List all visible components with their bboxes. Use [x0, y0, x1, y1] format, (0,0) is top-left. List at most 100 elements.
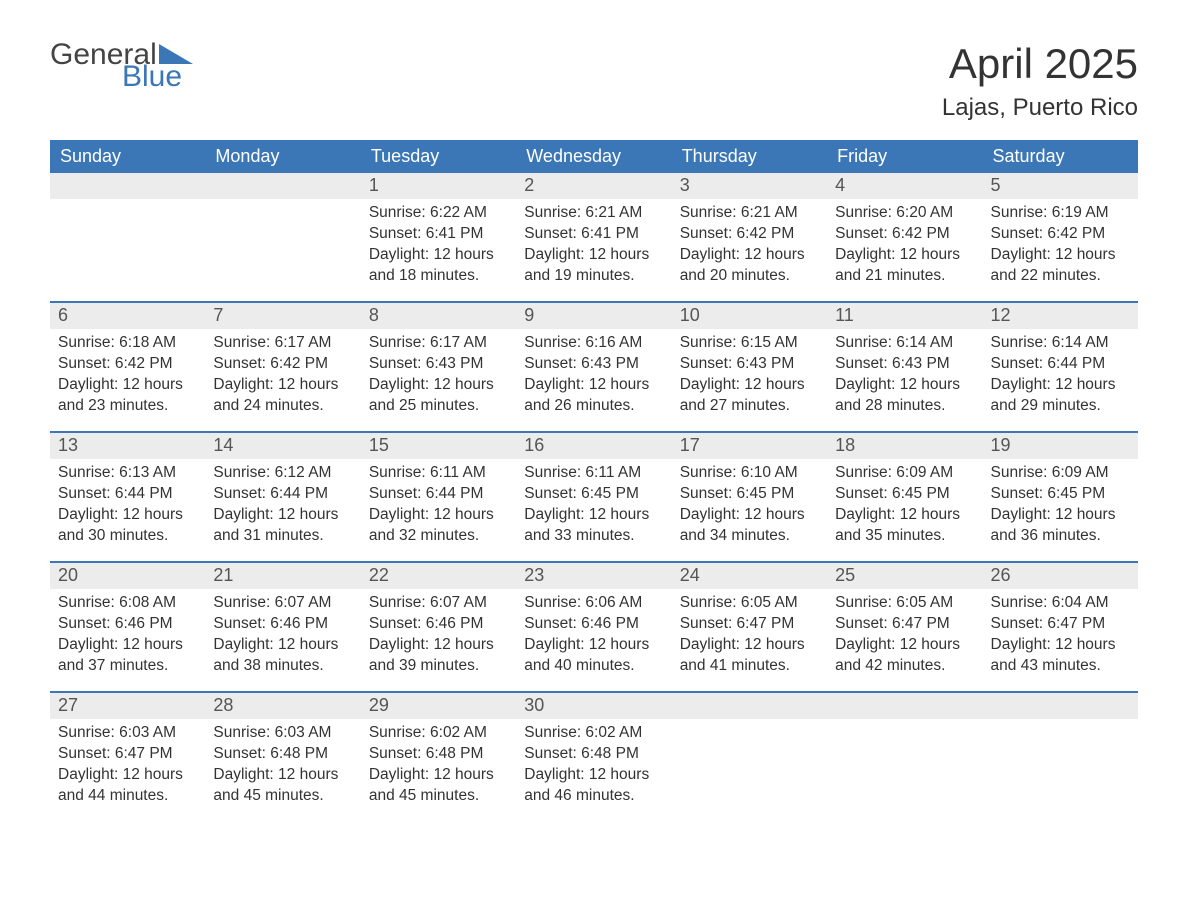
daylight2-text: and 23 minutes. [58, 396, 197, 417]
daylight1-text: Daylight: 12 hours [369, 635, 508, 656]
day-number: 6 [50, 303, 205, 329]
daylight2-text: and 33 minutes. [524, 526, 663, 547]
weekday-header: Monday [205, 140, 360, 173]
cell-body: Sunrise: 6:02 AMSunset: 6:48 PMDaylight:… [361, 719, 516, 817]
weekday-header: Friday [827, 140, 982, 173]
sunset-text: Sunset: 6:43 PM [369, 354, 508, 375]
cell-body [50, 199, 205, 213]
sunrise-text: Sunrise: 6:02 AM [369, 723, 508, 744]
sunset-text: Sunset: 6:43 PM [524, 354, 663, 375]
calendar-week: 27Sunrise: 6:03 AMSunset: 6:47 PMDayligh… [50, 691, 1138, 821]
sunset-text: Sunset: 6:45 PM [991, 484, 1130, 505]
sunrise-text: Sunrise: 6:19 AM [991, 203, 1130, 224]
day-number: 8 [361, 303, 516, 329]
cell-body: Sunrise: 6:08 AMSunset: 6:46 PMDaylight:… [50, 589, 205, 687]
cell-body: Sunrise: 6:17 AMSunset: 6:42 PMDaylight:… [205, 329, 360, 427]
day-number: 10 [672, 303, 827, 329]
sunset-text: Sunset: 6:44 PM [369, 484, 508, 505]
weekday-header-row: Sunday Monday Tuesday Wednesday Thursday… [50, 140, 1138, 173]
cell-body [672, 719, 827, 733]
cell-body: Sunrise: 6:16 AMSunset: 6:43 PMDaylight:… [516, 329, 671, 427]
calendar-cell: 21Sunrise: 6:07 AMSunset: 6:46 PMDayligh… [205, 563, 360, 691]
day-number: 24 [672, 563, 827, 589]
cell-body: Sunrise: 6:22 AMSunset: 6:41 PMDaylight:… [361, 199, 516, 297]
calendar-cell [50, 173, 205, 301]
daylight1-text: Daylight: 12 hours [991, 635, 1130, 656]
calendar: Sunday Monday Tuesday Wednesday Thursday… [50, 140, 1138, 821]
logo-text-blue: Blue [122, 62, 193, 92]
sunrise-text: Sunrise: 6:18 AM [58, 333, 197, 354]
cell-body: Sunrise: 6:10 AMSunset: 6:45 PMDaylight:… [672, 459, 827, 557]
day-number [983, 693, 1138, 719]
calendar-cell: 18Sunrise: 6:09 AMSunset: 6:45 PMDayligh… [827, 433, 982, 561]
cell-body: Sunrise: 6:20 AMSunset: 6:42 PMDaylight:… [827, 199, 982, 297]
daylight2-text: and 19 minutes. [524, 266, 663, 287]
weeks-container: 1Sunrise: 6:22 AMSunset: 6:41 PMDaylight… [50, 173, 1138, 821]
calendar-cell: 16Sunrise: 6:11 AMSunset: 6:45 PMDayligh… [516, 433, 671, 561]
calendar-week: 6Sunrise: 6:18 AMSunset: 6:42 PMDaylight… [50, 301, 1138, 431]
calendar-cell [205, 173, 360, 301]
sunset-text: Sunset: 6:43 PM [835, 354, 974, 375]
daylight1-text: Daylight: 12 hours [369, 245, 508, 266]
daylight1-text: Daylight: 12 hours [991, 505, 1130, 526]
sunrise-text: Sunrise: 6:05 AM [835, 593, 974, 614]
cell-body [827, 719, 982, 733]
daylight1-text: Daylight: 12 hours [369, 765, 508, 786]
day-number: 30 [516, 693, 671, 719]
sunset-text: Sunset: 6:45 PM [835, 484, 974, 505]
daylight1-text: Daylight: 12 hours [58, 635, 197, 656]
cell-body: Sunrise: 6:19 AMSunset: 6:42 PMDaylight:… [983, 199, 1138, 297]
cell-body: Sunrise: 6:09 AMSunset: 6:45 PMDaylight:… [983, 459, 1138, 557]
day-number [205, 173, 360, 199]
cell-body: Sunrise: 6:13 AMSunset: 6:44 PMDaylight:… [50, 459, 205, 557]
cell-body: Sunrise: 6:05 AMSunset: 6:47 PMDaylight:… [672, 589, 827, 687]
day-number: 11 [827, 303, 982, 329]
daylight2-text: and 45 minutes. [213, 786, 352, 807]
cell-body: Sunrise: 6:09 AMSunset: 6:45 PMDaylight:… [827, 459, 982, 557]
sunrise-text: Sunrise: 6:12 AM [213, 463, 352, 484]
calendar-cell: 30Sunrise: 6:02 AMSunset: 6:48 PMDayligh… [516, 693, 671, 821]
sunrise-text: Sunrise: 6:16 AM [524, 333, 663, 354]
daylight1-text: Daylight: 12 hours [680, 505, 819, 526]
calendar-week: 1Sunrise: 6:22 AMSunset: 6:41 PMDaylight… [50, 173, 1138, 301]
sunset-text: Sunset: 6:41 PM [369, 224, 508, 245]
daylight1-text: Daylight: 12 hours [369, 505, 508, 526]
daylight1-text: Daylight: 12 hours [524, 635, 663, 656]
daylight1-text: Daylight: 12 hours [369, 375, 508, 396]
daylight1-text: Daylight: 12 hours [524, 765, 663, 786]
daylight2-text: and 43 minutes. [991, 656, 1130, 677]
daylight2-text: and 21 minutes. [835, 266, 974, 287]
sunrise-text: Sunrise: 6:04 AM [991, 593, 1130, 614]
sunset-text: Sunset: 6:42 PM [680, 224, 819, 245]
cell-body: Sunrise: 6:04 AMSunset: 6:47 PMDaylight:… [983, 589, 1138, 687]
daylight1-text: Daylight: 12 hours [680, 375, 819, 396]
sunrise-text: Sunrise: 6:03 AM [58, 723, 197, 744]
sunset-text: Sunset: 6:42 PM [991, 224, 1130, 245]
sunset-text: Sunset: 6:42 PM [213, 354, 352, 375]
calendar-cell: 19Sunrise: 6:09 AMSunset: 6:45 PMDayligh… [983, 433, 1138, 561]
sunset-text: Sunset: 6:42 PM [58, 354, 197, 375]
calendar-week: 20Sunrise: 6:08 AMSunset: 6:46 PMDayligh… [50, 561, 1138, 691]
sunset-text: Sunset: 6:48 PM [213, 744, 352, 765]
cell-body: Sunrise: 6:05 AMSunset: 6:47 PMDaylight:… [827, 589, 982, 687]
calendar-week: 13Sunrise: 6:13 AMSunset: 6:44 PMDayligh… [50, 431, 1138, 561]
calendar-cell: 6 Sunrise: 6:18 AMSunset: 6:42 PMDaylight… [50, 303, 205, 431]
cell-body: Sunrise: 6:06 AMSunset: 6:46 PMDaylight:… [516, 589, 671, 687]
sunrise-text: Sunrise: 6:05 AM [680, 593, 819, 614]
sunset-text: Sunset: 6:46 PM [213, 614, 352, 635]
daylight2-text: and 44 minutes. [58, 786, 197, 807]
day-number: 27 [50, 693, 205, 719]
day-number: 2 [516, 173, 671, 199]
day-number: 13 [50, 433, 205, 459]
day-number: 25 [827, 563, 982, 589]
day-number: 9 [516, 303, 671, 329]
cell-body [983, 719, 1138, 733]
daylight1-text: Daylight: 12 hours [58, 765, 197, 786]
daylight1-text: Daylight: 12 hours [58, 375, 197, 396]
daylight1-text: Daylight: 12 hours [213, 635, 352, 656]
daylight2-text: and 37 minutes. [58, 656, 197, 677]
weekday-header: Thursday [672, 140, 827, 173]
daylight1-text: Daylight: 12 hours [524, 505, 663, 526]
day-number: 19 [983, 433, 1138, 459]
daylight1-text: Daylight: 12 hours [991, 245, 1130, 266]
